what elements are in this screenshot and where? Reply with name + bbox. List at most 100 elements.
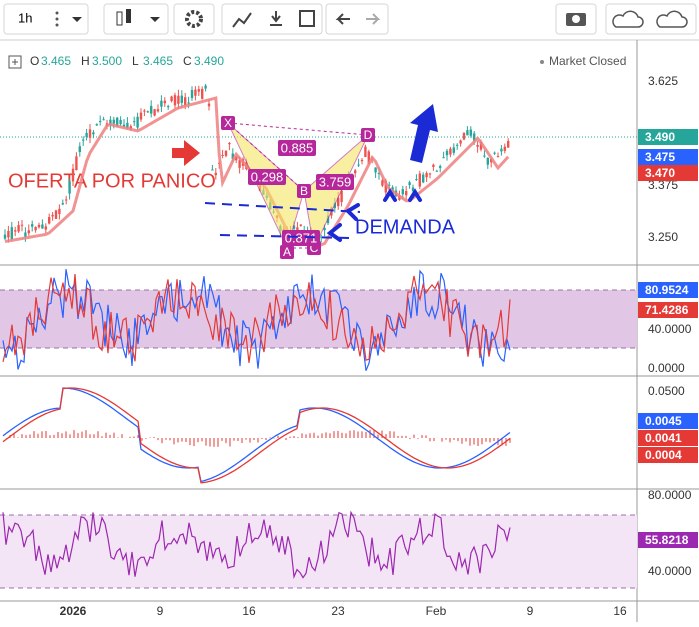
- candle-body: [201, 88, 204, 99]
- pattern-point-box: [361, 128, 375, 142]
- candle-body: [75, 156, 78, 171]
- macd-line: [2, 387, 511, 484]
- candle-body: [116, 117, 119, 127]
- demand-label: DEMANDA: [355, 216, 456, 238]
- ohlc-item: 3.465: [143, 54, 173, 68]
- price-badge-text: 3.475: [645, 150, 675, 164]
- pattern-ratio-box: [316, 174, 354, 190]
- candle-body: [194, 89, 197, 96]
- candle-body: [483, 155, 486, 157]
- x-axis-label: 23: [331, 604, 345, 618]
- candle-body: [422, 174, 425, 183]
- candle-body: [377, 172, 381, 175]
- candle-body: [160, 100, 163, 107]
- macd-line: [2, 387, 511, 483]
- candle-body: [411, 187, 415, 192]
- undo-redo-button[interactable]: [325, 3, 389, 35]
- candle-body: [405, 191, 408, 196]
- red-arrow: [172, 140, 200, 166]
- candle-body: [496, 156, 500, 158]
- chart-type-button[interactable]: [103, 3, 169, 35]
- candle-body: [408, 182, 411, 186]
- candle-body: [68, 181, 71, 194]
- candle-body: [459, 140, 462, 144]
- candle-body: [143, 110, 146, 112]
- pattern-ratio-box: [278, 140, 316, 156]
- candle-body: [486, 157, 489, 165]
- candle-body: [167, 106, 170, 108]
- stoch-d: [2, 273, 511, 363]
- candle-body: [65, 199, 68, 201]
- x-axis-label: Feb: [426, 604, 447, 618]
- candle-body: [292, 225, 296, 229]
- ohlc-item: 3.500: [92, 54, 122, 68]
- ohlc-item: H: [81, 54, 90, 68]
- pattern-ratio: 0.871: [285, 230, 318, 245]
- candle-body: [384, 180, 387, 193]
- pattern-point-box: [280, 245, 294, 259]
- cloud-button[interactable]: [605, 3, 697, 35]
- candle-body: [112, 119, 115, 124]
- candle-body: [17, 225, 20, 232]
- candle-body: [10, 227, 13, 240]
- candle-body: [102, 119, 105, 121]
- price-badge-text: 0.0004: [645, 448, 682, 462]
- candle-body: [163, 100, 166, 104]
- candle-body: [122, 124, 126, 127]
- candle-body: [44, 226, 47, 230]
- x-axis-label: 9: [527, 604, 534, 618]
- pattern-ratio-box: [248, 169, 286, 185]
- tools-button[interactable]: [221, 3, 323, 35]
- candle-body: [3, 234, 7, 239]
- candle-body: [479, 141, 483, 150]
- candle-body: [71, 168, 75, 182]
- candle-body: [507, 140, 510, 148]
- settings-button[interactable]: [173, 3, 215, 35]
- candle-body: [466, 130, 469, 136]
- candle-body: [136, 116, 139, 128]
- candle-body: [31, 224, 34, 227]
- price-badge: [638, 129, 698, 145]
- ohlc-item: O: [30, 54, 39, 68]
- candle-body: [435, 170, 438, 172]
- price-badge-text: 3.470: [645, 166, 675, 180]
- candle-body: [95, 124, 98, 126]
- candle-body: [48, 217, 51, 224]
- candle-body: [445, 150, 449, 156]
- candle-body: [41, 224, 44, 229]
- pattern-ratio: 3.759: [319, 174, 352, 189]
- price-badge-text: 55.8218: [645, 533, 689, 547]
- axis-tick-label: 0.0500: [648, 384, 685, 398]
- candle-body: [503, 146, 506, 151]
- candle-body: [439, 166, 442, 168]
- support-lines: [204, 202, 361, 239]
- candle-body: [109, 119, 112, 125]
- price-badge-text: 3.490: [645, 130, 675, 144]
- candle-body: [323, 228, 326, 231]
- candle-body: [425, 173, 428, 178]
- candle-body: [500, 148, 503, 152]
- ohlc: O 3.465 H 3.500 L 3.465 C 3.490: [30, 54, 224, 68]
- ohlc-item: C: [183, 54, 192, 68]
- candle-body: [85, 132, 88, 137]
- candle-body: [221, 155, 224, 157]
- candle-body: [129, 126, 132, 129]
- candle-body: [381, 180, 384, 186]
- price-badge-text: 71.4286: [645, 303, 689, 317]
- pattern-point-box: [221, 116, 235, 130]
- candle-body: [207, 103, 211, 107]
- candle-body: [320, 236, 323, 238]
- demand-arrow: [383, 188, 397, 202]
- candle-body: [177, 95, 180, 104]
- candle-body: [92, 132, 95, 135]
- blue-arrow: [410, 104, 438, 163]
- candle-body: [340, 190, 343, 203]
- x-axis-label: 16: [242, 604, 256, 618]
- candle-body: [7, 230, 10, 238]
- candle-body: [126, 122, 129, 129]
- price-badge: [638, 413, 698, 429]
- interval-button[interactable]: [3, 3, 89, 35]
- candle-body: [401, 189, 404, 195]
- ohlc-item: L: [132, 54, 139, 68]
